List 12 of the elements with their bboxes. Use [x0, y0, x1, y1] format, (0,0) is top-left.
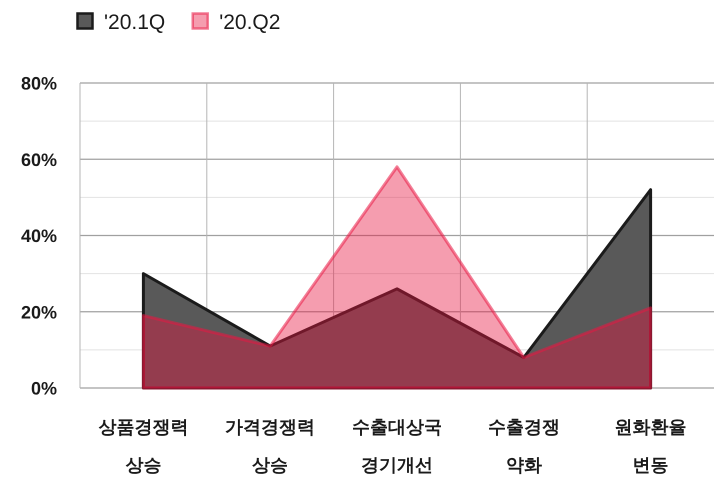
x-tick-label: 가격경쟁력 상승 [225, 417, 316, 475]
x-tick-label: 상품경쟁력 상승 [98, 417, 188, 475]
y-tick-label: 80% [20, 74, 57, 94]
legend-label: '20.Q2 [219, 11, 280, 34]
legend-label: '20.1Q [104, 11, 166, 34]
x-tick-label: 수출경쟁 약화 [488, 417, 560, 475]
y-tick-label: 0% [30, 378, 57, 398]
x-tick-label: 원화환율 변동 [614, 417, 687, 475]
x-tick-label: 수출대상국 경기개선 [352, 417, 442, 475]
y-tick-label: 40% [20, 226, 57, 246]
y-tick-label: 60% [20, 150, 57, 170]
y-tick-label: 20% [20, 302, 57, 322]
